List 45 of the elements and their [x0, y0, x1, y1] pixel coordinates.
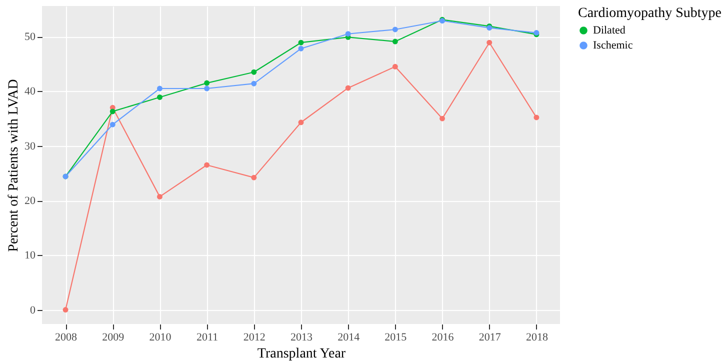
point [298, 40, 304, 46]
y-tick-label: 10 [24, 250, 36, 262]
y-tick-label: 40 [24, 86, 36, 98]
point [204, 86, 210, 92]
point [156, 194, 162, 200]
point [204, 80, 210, 86]
y-tick-label: 50 [24, 31, 36, 44]
point [534, 114, 540, 120]
point [345, 85, 351, 91]
point [110, 122, 116, 128]
x-tick-label: 2014 [338, 332, 360, 344]
x-tick-label: 2017 [478, 332, 502, 344]
x-tick-label: 2008 [55, 332, 78, 344]
point [156, 94, 162, 100]
point [62, 307, 68, 313]
y-axis-title: Percent of Patients with LVAD [6, 79, 22, 252]
legend-label: Ischemic [593, 40, 633, 52]
x-tick-label: 2009 [102, 332, 125, 344]
point [440, 116, 446, 122]
x-tick-label: 2015 [384, 332, 408, 344]
point [392, 64, 398, 70]
legend-title: Cardiomyopathy Subtype [578, 6, 722, 21]
x-tick-label: 2013 [290, 332, 313, 344]
point [156, 86, 162, 92]
point [251, 69, 257, 75]
point [392, 38, 398, 44]
x-tick-label: 2012 [243, 332, 266, 344]
point [345, 31, 351, 37]
point [251, 80, 257, 86]
y-tick-label: 0 [30, 304, 36, 316]
x-tick-label: 2016 [432, 332, 454, 344]
y-tick-label: 20 [24, 195, 36, 208]
x-tick-label: 2018 [526, 332, 548, 344]
y-tick-label: 30 [24, 140, 36, 152]
x-tick-label: 2010 [149, 332, 172, 344]
legend-label: Dilated [593, 24, 626, 36]
point [110, 108, 116, 114]
x-tick-label: 2011 [196, 332, 218, 344]
point [298, 46, 304, 52]
point [204, 162, 210, 168]
point [392, 26, 398, 32]
point [298, 120, 304, 126]
point [486, 40, 492, 46]
x-axis-title: Transplant Year [257, 346, 346, 362]
point [251, 174, 257, 180]
